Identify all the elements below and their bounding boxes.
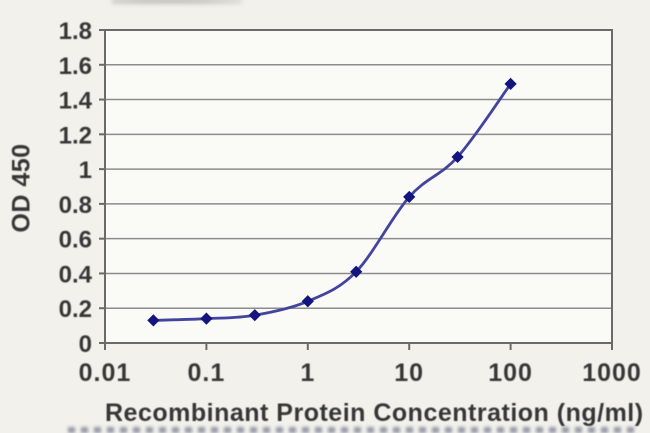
x-tick-label: 0.1	[188, 359, 226, 387]
y-tick-label: 0	[79, 331, 92, 358]
plot-area	[105, 30, 612, 343]
data-point-marker	[147, 314, 160, 327]
y-tick-label: 1.2	[59, 122, 92, 149]
data-point-marker	[451, 150, 464, 164]
data-point-marker	[200, 312, 213, 325]
x-tick-label: 10	[394, 359, 424, 387]
x-tick-label: 100	[488, 359, 533, 387]
x-tick-label: 1	[300, 359, 315, 387]
y-tick-label: 1.8	[59, 18, 92, 45]
y-tick-label: 0.6	[59, 227, 92, 254]
data-point-marker	[403, 190, 416, 204]
cropped-text-smudge	[112, 0, 242, 6]
y-axis-title: OD 450	[7, 143, 36, 233]
plot-frame	[104, 29, 613, 344]
y-tick-label: 1.6	[59, 53, 92, 80]
data-point-marker	[504, 77, 517, 91]
x-tick-label: 1000	[582, 359, 642, 387]
x-tick-label: 0.01	[79, 359, 132, 387]
data-point-marker	[301, 295, 314, 308]
y-tick-label: 0.4	[59, 261, 93, 288]
cropped-text-strip	[68, 427, 634, 433]
y-tick-label: 0.8	[59, 192, 92, 219]
y-tick-label: 0.2	[59, 296, 92, 323]
data-point-marker	[248, 309, 261, 322]
y-tick-label: 1	[79, 157, 92, 184]
y-tick-label: 1.4	[59, 88, 93, 115]
x-axis-title: Recombinant Protein Concentration (ng/ml…	[105, 399, 644, 427]
data-point-marker	[350, 265, 363, 278]
